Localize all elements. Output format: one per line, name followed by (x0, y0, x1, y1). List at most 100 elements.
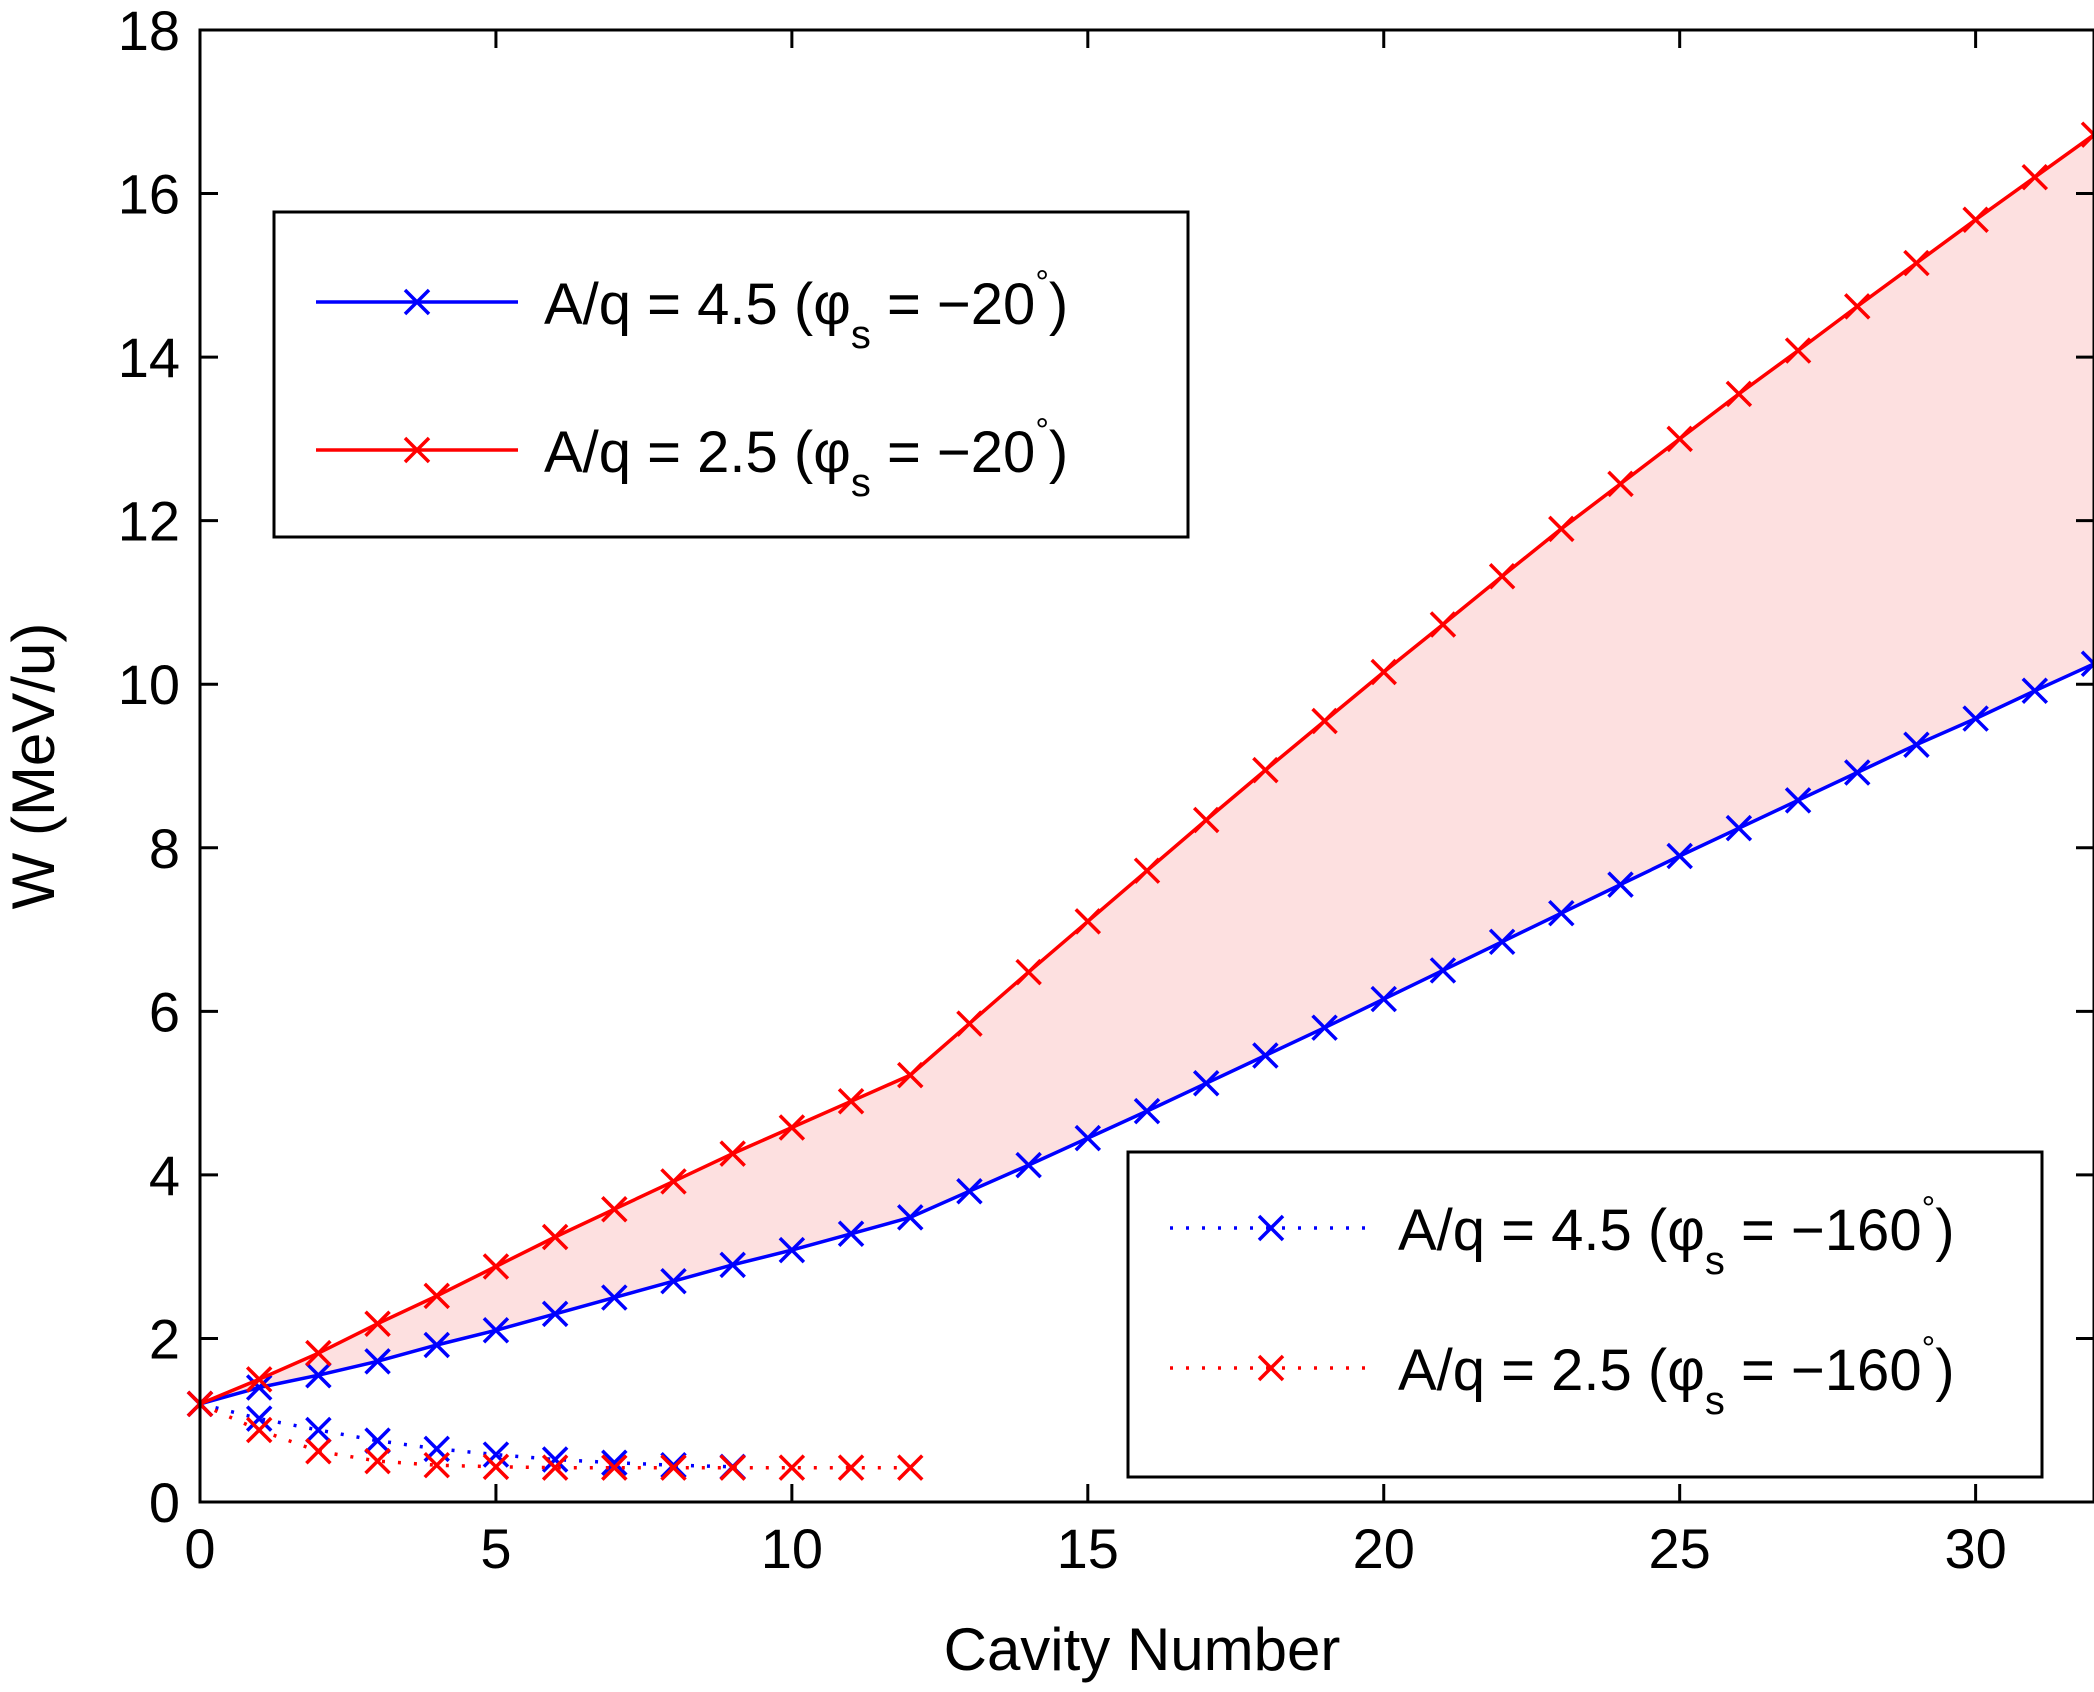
data-point-marker (1429, 611, 1457, 638)
data-point-marker (541, 1223, 569, 1251)
legend-label-part: φ (1667, 1198, 1705, 1263)
data-point-marker (837, 1088, 865, 1115)
data-point-marker (1903, 249, 1930, 277)
legend-label-part: ° (1922, 1330, 1936, 1368)
data-point-marker (778, 1236, 806, 1264)
fill-between-layer (200, 134, 2094, 1404)
data-point-marker (1962, 705, 1989, 732)
x-tick-label: 20 (1353, 1517, 1415, 1580)
legend-label-part: = −160 (1725, 1198, 1922, 1263)
data-point-marker (2080, 121, 2094, 148)
data-point-marker (482, 1441, 510, 1468)
data-point-marker (541, 1300, 569, 1328)
data-point-marker (1548, 899, 1575, 927)
legend-layer: A/q = 4.5 (φs = −20°)A/q = 2.5 (φs = −20… (272, 210, 2044, 1479)
data-point-marker (305, 1362, 332, 1389)
legend-label-part: ° (1035, 264, 1049, 302)
legend-label-part: s (1705, 1239, 1725, 1283)
data-point-marker (719, 1251, 746, 1279)
x-tick-label: 25 (1649, 1517, 1711, 1580)
data-point-marker (719, 1140, 746, 1167)
x-tick-label: 5 (480, 1517, 511, 1580)
y-tick-label: 2 (149, 1307, 180, 1370)
data-point-marker (1666, 425, 1693, 453)
fill-between-area (200, 134, 2094, 1404)
legend-label-part: = −20 (871, 272, 1035, 337)
legend-label-part: ) (1935, 1198, 1954, 1263)
data-point-marker (1607, 871, 1634, 898)
data-point-marker (1252, 1042, 1279, 1069)
data-point-marker (2021, 163, 2049, 191)
legend-label-part: = −20 (871, 420, 1035, 485)
data-point-marker (1370, 658, 1397, 686)
legend-marker (403, 288, 431, 316)
data-point-marker (660, 1168, 687, 1195)
data-point-marker (1192, 1070, 1220, 1097)
data-point-marker (482, 1253, 510, 1280)
y-axis-label: W (MeV/u) (0, 623, 67, 910)
y-tick-label: 0 (149, 1471, 180, 1534)
x-tick-label: 15 (1057, 1517, 1119, 1580)
data-point-marker (364, 1348, 391, 1375)
y-tick-label: 8 (149, 817, 180, 880)
data-point-marker (245, 1405, 273, 1432)
data-point-marker (305, 1416, 332, 1444)
data-point-marker (1607, 470, 1634, 498)
series-layer (186, 121, 2094, 1481)
data-point-marker (364, 1427, 391, 1454)
legend-label-part: ° (1035, 412, 1049, 450)
legend-label: A/q = 4.5 (φs = −160°) (1398, 1190, 1955, 1283)
data-point-marker (897, 1454, 924, 1481)
y-tick-label: 18 (118, 0, 180, 62)
plot-area-frame (198, 28, 2094, 1504)
legend-label: A/q = 2.5 (φs = −20°) (544, 412, 1068, 505)
legend-label-part: s (851, 313, 871, 357)
legend-label-part: A/q = 4.5 ( (1398, 1198, 1667, 1263)
data-point-marker (1133, 857, 1161, 884)
data-point-marker (364, 1447, 391, 1475)
legend-label-part: φ (1667, 1338, 1705, 1403)
data-point-marker (1903, 731, 1930, 758)
data-point-marker (1074, 908, 1102, 935)
data-point-marker (305, 1438, 332, 1465)
legend-marker (1257, 1354, 1285, 1382)
data-point-marker (1548, 515, 1575, 543)
data-point-marker (1252, 756, 1279, 784)
data-point-marker (1844, 293, 1871, 320)
legend-label-part: = −160 (1725, 1338, 1922, 1403)
data-point-marker (897, 1204, 924, 1231)
data-point-marker (660, 1267, 687, 1295)
series-0 (186, 650, 2094, 1418)
data-point-marker (2021, 677, 2049, 705)
legend-label-part: ) (1049, 272, 1068, 337)
data-point-marker (1370, 985, 1397, 1013)
y-tick-label: 16 (118, 163, 180, 226)
x-tick-label: 0 (184, 1517, 215, 1580)
data-point-marker (245, 1366, 273, 1393)
y-tick-label: 12 (118, 490, 180, 553)
data-point-marker (601, 1454, 628, 1481)
data-point-marker (956, 1010, 983, 1037)
series-2 (186, 1390, 746, 1481)
data-point-marker (423, 1282, 450, 1310)
legend-lower-right: A/q = 4.5 (φs = −160°)A/q = 2.5 (φs = −1… (1126, 1150, 2044, 1479)
legend-label-part: s (851, 461, 871, 505)
legend-box (272, 210, 1190, 539)
data-point-marker (601, 1284, 628, 1311)
legend-label-part: ° (1922, 1190, 1936, 1228)
data-point-marker (1311, 707, 1338, 735)
data-point-marker (1962, 206, 1989, 233)
data-point-marker (778, 1454, 806, 1481)
data-point-marker (423, 1331, 450, 1359)
legend-label-part: ) (1049, 420, 1068, 485)
legend-label-part: A/q = 2.5 ( (544, 420, 813, 485)
legend-label-part: A/q = 4.5 ( (544, 272, 813, 337)
data-point-marker (1311, 1014, 1338, 1041)
data-point-marker (778, 1114, 806, 1141)
data-point-marker (305, 1339, 332, 1367)
data-point-marker (897, 1061, 924, 1089)
data-point-marker (1015, 1151, 1042, 1179)
legend-label: A/q = 4.5 (φs = −20°) (544, 264, 1068, 357)
data-point-marker (1015, 958, 1042, 986)
